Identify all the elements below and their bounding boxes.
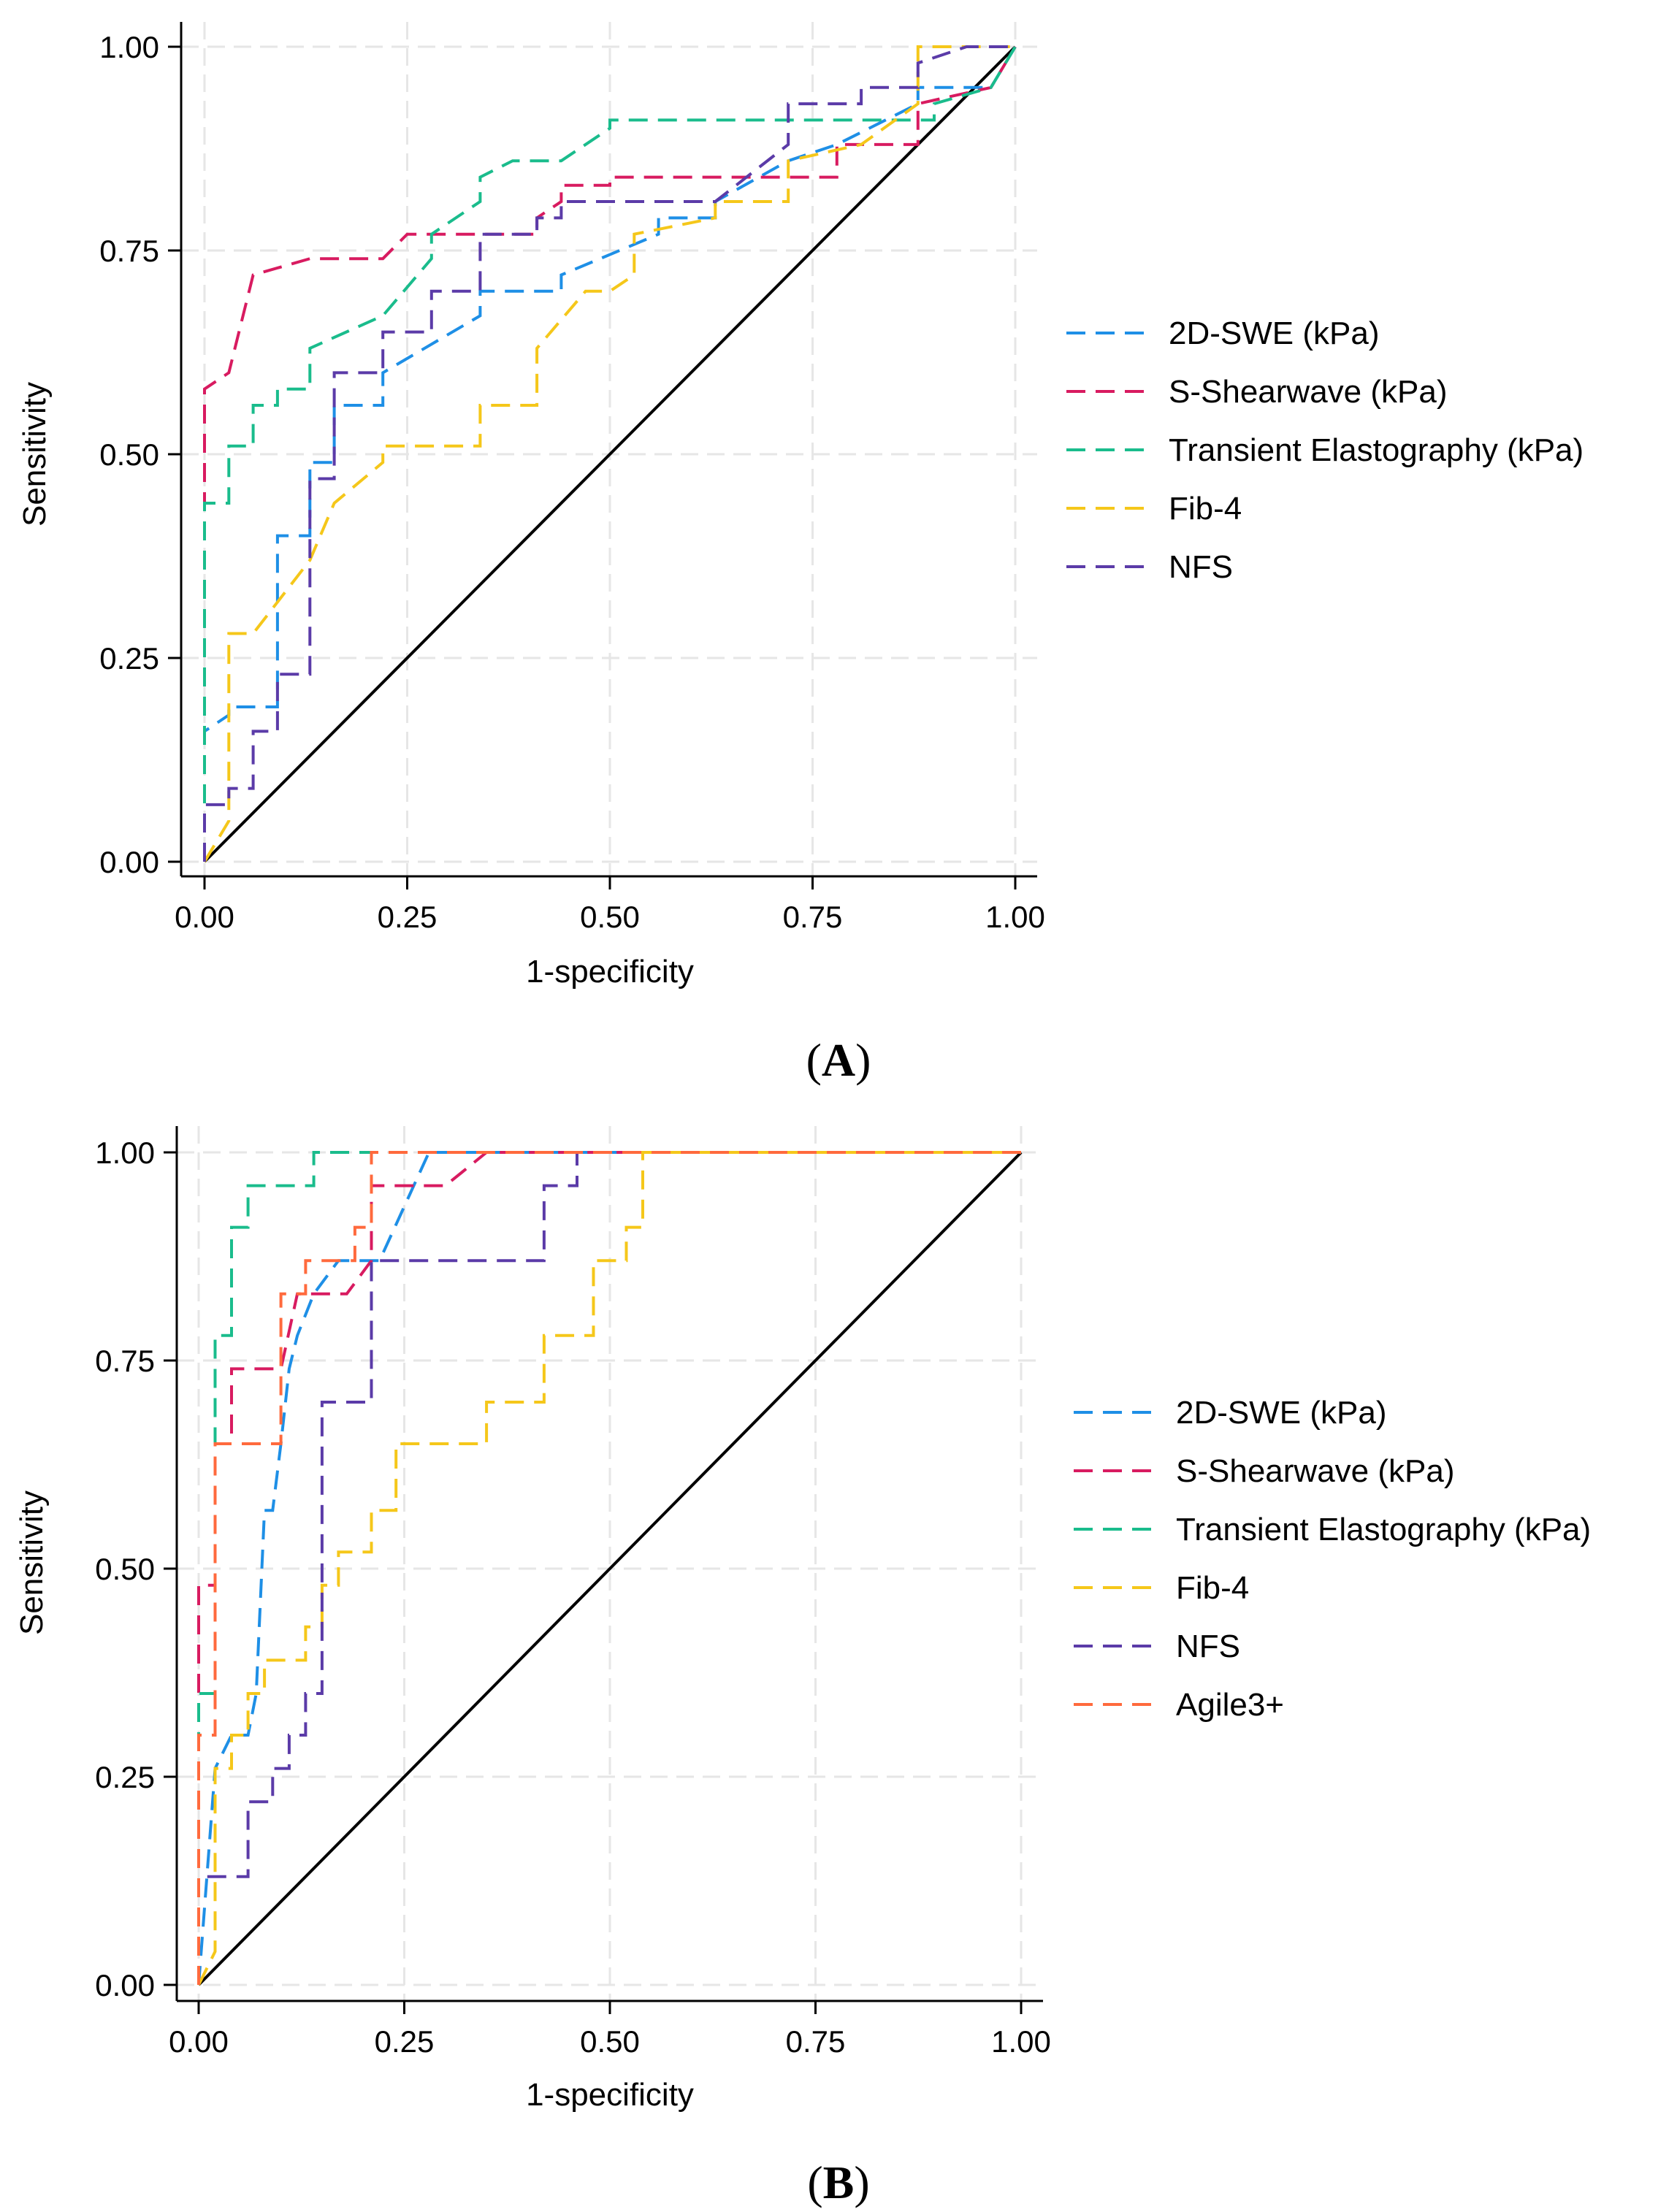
grid-a bbox=[181, 22, 1037, 876]
x-axis-label-b: 1-specificity bbox=[526, 2077, 694, 2113]
legend-b: 2D-SWE (kPa) S-Shearwave (kPa) Transient E… bbox=[1074, 1395, 1591, 1723]
series-line-fib-4 bbox=[203, 45, 1015, 863]
x-tick-label: 0.00 bbox=[175, 900, 234, 934]
x-tick-label: 1.00 bbox=[991, 2024, 1051, 2059]
panel-b: 0.00 0.25 0.50 0.75 1.00 0.00 0.25 0.50 0.75 1.00… bbox=[14, 1126, 1591, 2208]
series-group-b bbox=[197, 1151, 1021, 1986]
x-tick-label: 0.75 bbox=[783, 900, 843, 934]
y-tick-label: 0.00 bbox=[99, 845, 159, 879]
y-tick-label: 1.00 bbox=[95, 1136, 155, 1170]
x-tick-label: 0.75 bbox=[786, 2024, 846, 2059]
series-line-agile3 bbox=[197, 1151, 1021, 1985]
x-tick-label: 0.25 bbox=[375, 2024, 435, 2059]
panel-label-a-letter: A bbox=[822, 1034, 855, 1086]
reference-diagonal bbox=[203, 45, 1017, 863]
series-line-nfs bbox=[203, 45, 1015, 862]
x-axis-label-a: 1-specificity bbox=[526, 954, 694, 990]
y-tick-label: 0.25 bbox=[95, 1760, 155, 1794]
y-tick-label: 0.00 bbox=[95, 1968, 155, 2002]
legend-label: Transient Elastography (kPa) bbox=[1169, 432, 1584, 468]
legend-label: NFS bbox=[1169, 549, 1233, 585]
legend-label: S-Shearwave (kPa) bbox=[1176, 1453, 1454, 1489]
panel-label-b-letter: B bbox=[823, 2156, 855, 2208]
x-tick-label: 0.25 bbox=[378, 900, 438, 934]
panel-label-a-close: ) bbox=[855, 1034, 871, 1086]
reference-line-a bbox=[203, 45, 1017, 863]
series-line-s-shearwave-kpa bbox=[203, 45, 1017, 862]
legend-label: Agile3+ bbox=[1176, 1687, 1284, 1723]
y-axis-label-a: Sensitivity bbox=[17, 382, 53, 527]
reference-line-b bbox=[197, 1151, 1023, 1986]
series-line-fib-4 bbox=[197, 1151, 1021, 1986]
series-line-transient-elastography-kpa bbox=[203, 45, 1017, 862]
y-tick-label: 1.00 bbox=[99, 30, 159, 64]
series-line-transient-elastography-kpa bbox=[197, 1151, 1021, 1985]
panel-label-a-open: ( bbox=[806, 1034, 822, 1086]
y-tick-label: 0.50 bbox=[99, 437, 159, 472]
panel-a: 0.00 0.25 0.50 0.75 1.00 0.00 0.25 0.50 0.75 1.00… bbox=[17, 22, 1584, 1086]
legend-label: S-Shearwave (kPa) bbox=[1169, 374, 1447, 410]
ticks-b: 0.00 0.25 0.50 0.75 1.00 0.00 0.25 0.50 0.75 1.00 bbox=[95, 1136, 1051, 2059]
legend-label: 2D-SWE (kPa) bbox=[1169, 315, 1379, 351]
x-tick-label: 0.00 bbox=[169, 2024, 229, 2059]
panel-label-b: (B) bbox=[807, 2156, 869, 2208]
y-tick-label: 0.25 bbox=[99, 641, 159, 676]
panel-label-b-close: ) bbox=[854, 2156, 869, 2208]
y-tick-label: 0.75 bbox=[95, 1344, 155, 1378]
y-axis-label-b: Sensitivity bbox=[14, 1490, 50, 1635]
reference-diagonal bbox=[197, 1151, 1023, 1986]
y-tick-label: 0.50 bbox=[95, 1552, 155, 1586]
legend-label: Transient Elastography (kPa) bbox=[1176, 1512, 1591, 1547]
ticks-a: 0.00 0.25 0.50 0.75 1.00 0.00 0.25 0.50 0.75 1.00 bbox=[99, 30, 1045, 934]
series-group-a bbox=[203, 45, 1017, 863]
legend-label: Fib-4 bbox=[1176, 1570, 1249, 1606]
y-tick-label: 0.75 bbox=[99, 234, 159, 268]
series-line-2d-swe-kpa bbox=[203, 45, 1017, 862]
legend-label: 2D-SWE (kPa) bbox=[1176, 1395, 1386, 1431]
panel-label-a: (A) bbox=[806, 1034, 871, 1086]
legend-a: 2D-SWE (kPa) S-Shearwave (kPa) Transient E… bbox=[1066, 315, 1584, 585]
series-line-nfs bbox=[197, 1151, 1021, 1985]
x-tick-label: 0.50 bbox=[580, 2024, 640, 2059]
legend-label: NFS bbox=[1176, 1629, 1240, 1664]
legend-label: Fib-4 bbox=[1169, 491, 1242, 527]
x-tick-label: 0.50 bbox=[580, 900, 640, 934]
x-tick-label: 1.00 bbox=[985, 900, 1045, 934]
panel-label-b-open: ( bbox=[807, 2156, 822, 2208]
